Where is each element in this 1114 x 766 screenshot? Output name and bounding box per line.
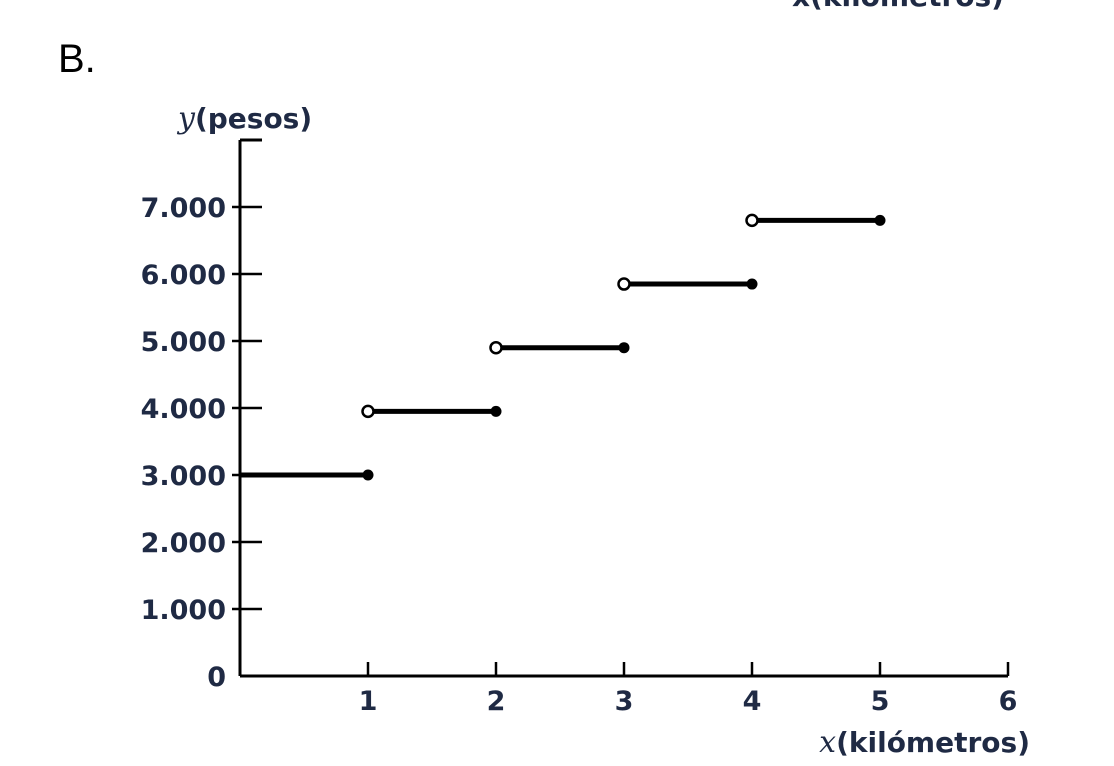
axes [238, 138, 1008, 678]
x-tick-label: 4 [743, 686, 762, 717]
x-tick-label: 6 [999, 686, 1018, 717]
x-ticks: 1 2 3 4 5 6 [359, 662, 1018, 717]
cut-off-axis-label: x(kilómetros) [792, 0, 1004, 13]
y-axis-title: y(pesos) [176, 101, 312, 136]
panel-label: B. [58, 37, 96, 81]
open-endpoint [361, 404, 375, 419]
x-axis-unit: (kilómetros) [836, 726, 1030, 759]
x-axis-variable: x [819, 725, 836, 760]
y-tick-label: 5.000 [141, 327, 226, 358]
y-axis-unit: (pesos) [195, 102, 312, 135]
open-endpoint [617, 277, 631, 291]
x-axis-title: x(kilómetros) [819, 725, 1030, 760]
series-step-function [240, 213, 886, 481]
closed-endpoint [490, 405, 502, 417]
y-tick-label: 0 [207, 662, 226, 693]
closed-endpoint [874, 214, 886, 226]
x-tick-label: 5 [871, 686, 890, 717]
y-axis-variable: y [176, 101, 196, 136]
x-tick-label: 1 [359, 686, 378, 717]
closed-endpoint [746, 278, 758, 290]
y-tick-label: 3.000 [141, 461, 226, 492]
y-tick-label: 4.000 [141, 394, 226, 425]
x-tick-label: 3 [615, 686, 634, 717]
open-endpoint [745, 213, 759, 228]
open-endpoint [489, 340, 503, 355]
y-ticks: 0 1.000 2.000 3.000 4.000 5.000 6.000 7.000 [141, 193, 262, 693]
y-tick-label: 7.000 [141, 193, 226, 224]
y-tick-label: 2.000 [141, 528, 226, 559]
x-tick-label: 2 [487, 686, 506, 717]
closed-endpoint [362, 469, 374, 481]
y-tick-label: 6.000 [141, 260, 226, 291]
closed-endpoint [618, 342, 630, 354]
y-tick-label: 1.000 [141, 595, 226, 626]
